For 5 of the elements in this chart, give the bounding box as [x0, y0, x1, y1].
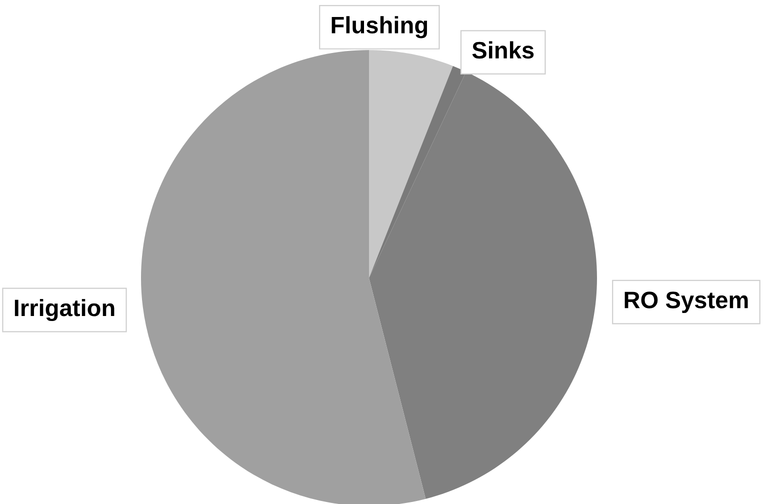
- slice-label: Flushing: [332, 16, 428, 38]
- slice-label: Irrigation: [14, 298, 114, 322]
- pie-slice: [141, 50, 426, 504]
- slice-label: Sinks: [472, 41, 534, 59]
- slice-label: RO System: [624, 292, 748, 314]
